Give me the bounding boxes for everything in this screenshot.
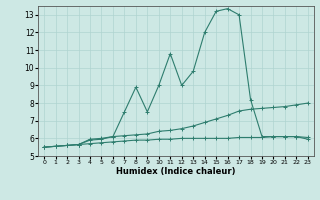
X-axis label: Humidex (Indice chaleur): Humidex (Indice chaleur) xyxy=(116,167,236,176)
